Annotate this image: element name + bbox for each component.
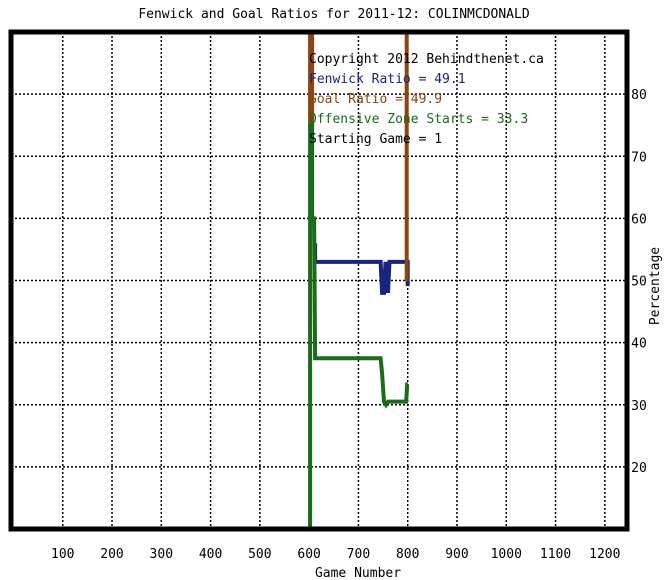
x-tick-label: 300 (150, 547, 173, 562)
x-tick-label: 200 (100, 547, 123, 562)
y-tick-labels: 20 30 40 50 60 70 80 (631, 88, 647, 476)
series-line (308, 123, 410, 529)
annotation-line: Starting Game = 1 (309, 132, 442, 147)
x-tick-label: 500 (248, 547, 271, 562)
x-tick-label: 800 (396, 547, 419, 562)
y-tick-label: 70 (631, 150, 647, 165)
series-layer (308, 30, 410, 529)
x-tick-label: 1200 (589, 547, 620, 562)
annotation-block: Copyright 2012 Behindthenet.ca Fenwick Ra… (309, 52, 544, 147)
annotation-line: Offensive Zone Starts = 33.3 (309, 112, 528, 127)
x-axis-label: Game Number (315, 566, 401, 580)
x-tick-labels: 100 200 300 400 500 600 700 800 900 1000 1100 1200 (51, 547, 620, 562)
x-tick-label: 1100 (540, 547, 571, 562)
x-tick-label: 100 (51, 547, 74, 562)
y-tick-label: 30 (631, 399, 647, 414)
x-tick-label: 400 (199, 547, 222, 562)
series-line (313, 243, 410, 295)
annotation-line: Copyright 2012 Behindthenet.ca (309, 52, 544, 67)
x-tick-label: 900 (445, 547, 468, 562)
y-tick-label: 40 (631, 337, 647, 352)
y-tick-label: 20 (631, 461, 647, 476)
x-tick-label: 700 (347, 547, 370, 562)
x-tick-label: 600 (297, 547, 320, 562)
x-tick-label: 1000 (491, 547, 522, 562)
series-line (308, 30, 409, 282)
y-tick-label: 80 (631, 88, 647, 103)
y-tick-label: 50 (631, 275, 647, 290)
y-axis-label: Percentage (648, 247, 663, 325)
plot-frame (8, 29, 630, 532)
y-tick-label: 60 (631, 212, 647, 227)
annotation-line: Fenwick Ratio = 49.1 (309, 72, 466, 87)
chart-title: Fenwick and Goal Ratios for 2011-12: COL… (138, 7, 530, 22)
annotation-line: Goal Ratio = 49.9 (309, 92, 442, 107)
